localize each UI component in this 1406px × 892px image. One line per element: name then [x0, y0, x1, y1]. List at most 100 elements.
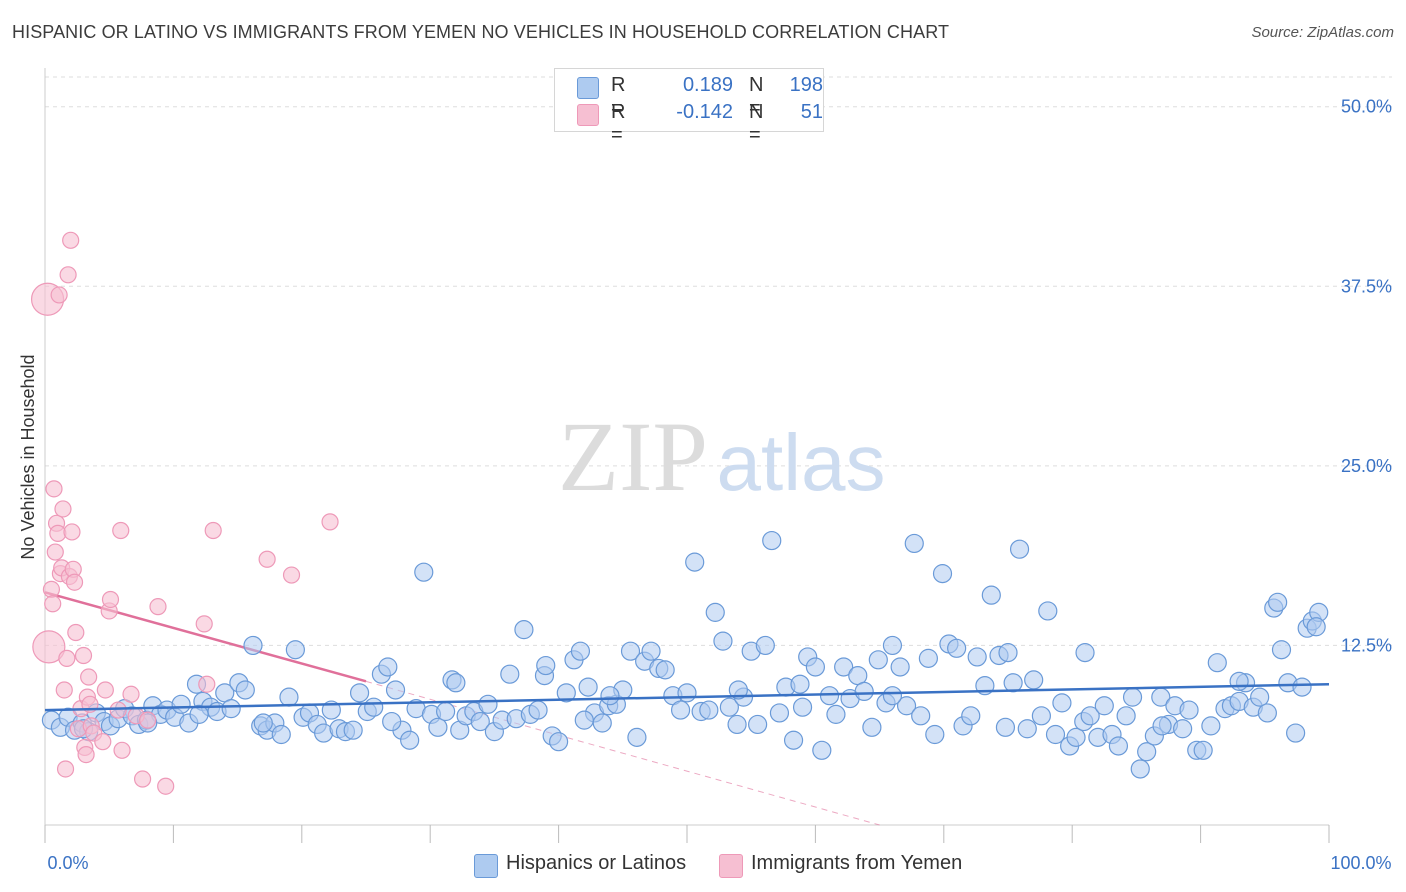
yemen-point — [50, 286, 68, 304]
hispanic-point — [882, 635, 903, 656]
hispanic-point — [1038, 601, 1058, 621]
hispanic-point — [995, 717, 1016, 737]
hispanic-point — [189, 704, 209, 724]
legend-r-label: R = — [611, 101, 626, 146]
hispanic-point — [727, 714, 747, 735]
hispanic-point — [826, 704, 846, 724]
hispanic-point — [911, 706, 931, 726]
hispanic-point — [385, 680, 406, 700]
hispanic-point — [536, 655, 556, 676]
hispanic-point — [967, 647, 987, 667]
hispanic-point — [1173, 719, 1193, 739]
watermark-zip: ZIP — [558, 401, 708, 512]
hispanic-point — [1268, 592, 1288, 612]
hispanic-point — [514, 620, 534, 640]
hispanic-point — [1229, 671, 1249, 691]
hispanic-point — [548, 732, 569, 752]
yemen-point — [62, 231, 80, 249]
hispanic-point — [592, 713, 612, 733]
hispanic-point — [1108, 736, 1129, 756]
legend-n-value: 51 — [800, 101, 823, 123]
yemen-point — [195, 615, 213, 633]
hispanic-point — [1193, 740, 1213, 760]
hispanic-point — [1017, 719, 1037, 739]
hispanic-point — [600, 686, 620, 706]
hispanic-point — [1137, 742, 1157, 762]
hispanic-point — [728, 680, 748, 700]
hispanic-point — [253, 713, 273, 733]
hispanic-point — [574, 710, 594, 730]
hispanic-point — [470, 711, 490, 732]
yemen-point — [112, 521, 130, 540]
hispanic-point — [1306, 617, 1326, 637]
hispanic-point — [719, 697, 739, 717]
hispanic-point — [998, 643, 1018, 663]
hispanic-point — [400, 730, 420, 750]
yemen-point — [96, 681, 114, 699]
hispanic-point — [500, 664, 520, 684]
hispanic-point — [699, 700, 719, 720]
hispanic-point — [343, 720, 363, 740]
hispanic-point — [641, 641, 661, 661]
hispanic-point — [932, 564, 953, 584]
yemen-point — [45, 480, 63, 498]
hispanic-point — [436, 701, 456, 722]
hispanic-point — [981, 585, 1001, 605]
yemen-point — [56, 760, 75, 778]
yemen-point — [58, 649, 76, 667]
y-tick-label: 50.0% — [1341, 97, 1392, 117]
hispanic-point — [947, 638, 967, 658]
hispanic-point — [1292, 677, 1312, 697]
yemen-point — [198, 675, 216, 693]
hispanic-point — [1207, 653, 1227, 673]
hispanic-point — [655, 660, 675, 680]
hispanic-point — [862, 717, 882, 737]
yemen-point — [282, 566, 301, 584]
hispanic-point — [805, 657, 826, 677]
hispanic-point — [279, 687, 299, 707]
yemen-point — [42, 580, 61, 599]
hispanic-point — [243, 635, 263, 656]
hispanic-point — [790, 674, 810, 694]
hispanic-point — [1286, 723, 1306, 743]
yemen-point — [63, 523, 81, 541]
yemen-point — [67, 623, 85, 642]
legend-n-value: 198 — [789, 74, 823, 96]
blue-points — [41, 530, 1329, 779]
y-tick-label: 25.0% — [1341, 456, 1392, 476]
bottom-legend-swatch-blue — [474, 854, 498, 878]
yemen-point — [157, 777, 175, 795]
blue-trend — [44, 682, 1330, 712]
bottom-legend-label: Hispanics or Latinos — [506, 852, 687, 874]
hispanic-point — [762, 530, 782, 551]
hispanic-point — [705, 602, 725, 622]
hispanic-point — [1045, 724, 1066, 745]
hispanic-point — [478, 694, 498, 714]
hispanic-point — [925, 724, 945, 745]
legend-swatch-pink — [577, 104, 599, 126]
hispanic-point — [1257, 703, 1277, 723]
hispanic-point — [834, 657, 854, 677]
bottom-legend-swatch-pink — [719, 854, 743, 878]
hispanic-point — [904, 533, 924, 554]
hispanic-point — [1094, 696, 1114, 716]
yemen-point — [139, 711, 157, 729]
yemen-point — [44, 595, 62, 613]
hispanic-point — [570, 641, 591, 661]
hispanic-point — [1052, 693, 1072, 713]
grid-lines — [45, 76, 1392, 646]
yemen-point — [49, 524, 67, 542]
yemen-point — [149, 598, 167, 616]
hispanic-point — [528, 700, 548, 720]
hispanic-point — [769, 703, 790, 723]
yemen-point — [80, 668, 98, 686]
hispanic-point — [1066, 727, 1086, 747]
bottom-legend-label: Immigrants from Yemen — [751, 852, 963, 874]
hispanic-point — [783, 730, 804, 750]
yemen-point — [74, 646, 93, 665]
yemen-point — [94, 733, 112, 751]
legend-r-value: 0.189 — [682, 74, 733, 96]
hispanic-point — [1122, 687, 1143, 707]
hispanic-point — [868, 650, 888, 670]
legend-r-label: R = — [611, 74, 626, 119]
